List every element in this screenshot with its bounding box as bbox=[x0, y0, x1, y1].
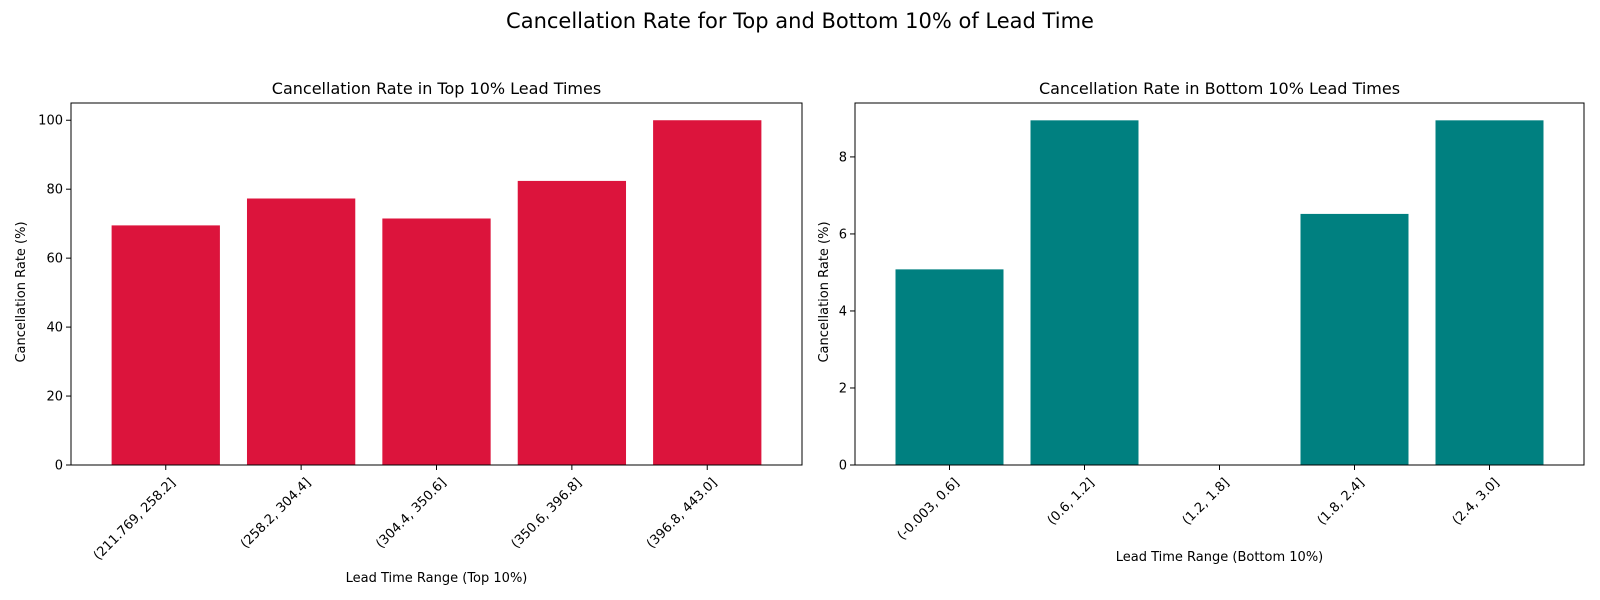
y-tick-label: 8 bbox=[839, 150, 847, 165]
bar bbox=[1030, 120, 1139, 466]
bar bbox=[111, 225, 220, 465]
bar bbox=[1300, 213, 1409, 465]
figure-suptitle: Cancellation Rate for Top and Bottom 10%… bbox=[506, 9, 1094, 33]
bar bbox=[653, 120, 762, 465]
bar bbox=[895, 269, 1004, 465]
bar bbox=[517, 180, 627, 465]
y-tick-label: 4 bbox=[839, 304, 847, 319]
bar bbox=[1435, 120, 1544, 466]
x-tick-label: (396.8, 443.0] bbox=[644, 475, 720, 551]
x-axis-ticks: (-0.003, 0.6] (0.6, 1.2] (1.2, 1.8] (1.8, 2… bbox=[895, 465, 1503, 543]
bar bbox=[382, 218, 491, 465]
x-tick-label: (0.6, 1.2] bbox=[1045, 475, 1098, 528]
x-tick-label: (350.6, 396.8] bbox=[509, 475, 585, 551]
y-axis-label: Cancellation Rate (%) bbox=[817, 221, 832, 362]
plot-frame bbox=[70, 102, 803, 466]
bar-group bbox=[111, 120, 762, 465]
y-axis-ticks: 0 20 40 60 80 100 bbox=[38, 114, 71, 474]
chart-title: Cancellation Rate in Top 10% Lead Times bbox=[272, 79, 601, 98]
x-tick-label: (211.769, 258.2] bbox=[91, 475, 179, 563]
y-tick-label: 100 bbox=[38, 114, 63, 129]
top-10-chart-panel: Cancellation Rate in Top 10% Lead Times … bbox=[14, 79, 803, 586]
x-tick-label: (1.8, 2.4] bbox=[1315, 475, 1368, 528]
x-tick-label: (304.4, 350.6] bbox=[373, 475, 449, 551]
bar-group bbox=[895, 120, 1544, 466]
x-tick-label: (1.2, 1.8] bbox=[1180, 475, 1233, 528]
x-tick-label: (258.2, 304.4] bbox=[238, 475, 314, 551]
x-tick-label: (2.4, 3.0] bbox=[1450, 475, 1503, 528]
bottom-10-chart-panel: Cancellation Rate in Bottom 10% Lead Tim… bbox=[817, 79, 1585, 565]
y-tick-label: 0 bbox=[839, 459, 847, 474]
x-tick-label: (-0.003, 0.6] bbox=[895, 475, 963, 543]
chart-title: Cancellation Rate in Bottom 10% Lead Tim… bbox=[1039, 79, 1400, 98]
x-axis-label: Lead Time Range (Bottom 10%) bbox=[1116, 550, 1324, 565]
plot-frame bbox=[854, 102, 1585, 466]
x-axis-ticks: (211.769, 258.2] (258.2, 304.4] (304.4, 35… bbox=[91, 465, 720, 563]
y-tick-label: 0 bbox=[55, 459, 63, 474]
x-axis-label: Lead Time Range (Top 10%) bbox=[346, 571, 528, 586]
y-tick-label: 40 bbox=[46, 321, 63, 336]
y-tick-label: 60 bbox=[46, 252, 63, 267]
y-tick-label: 6 bbox=[839, 227, 847, 242]
y-tick-label: 20 bbox=[46, 390, 63, 405]
y-tick-label: 80 bbox=[46, 183, 63, 198]
y-tick-label: 2 bbox=[839, 381, 847, 396]
bar bbox=[246, 198, 356, 465]
y-axis-label: Cancellation Rate (%) bbox=[14, 221, 29, 362]
y-axis-ticks: 0 2 4 6 8 bbox=[839, 150, 855, 474]
